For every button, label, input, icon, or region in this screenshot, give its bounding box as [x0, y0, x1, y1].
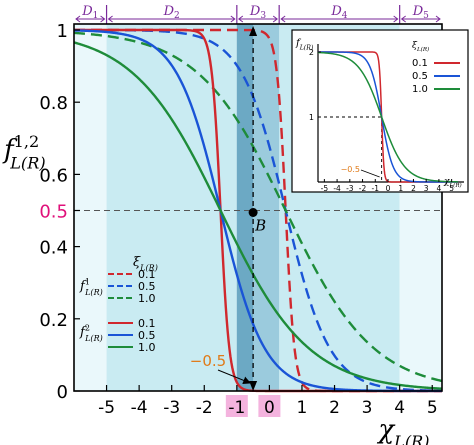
- legend-header: ξL(R): [133, 255, 158, 273]
- x-tick-label: 0: [264, 398, 275, 418]
- inset-x-tick-label: -1: [372, 184, 380, 193]
- point-b: [248, 208, 258, 217]
- inset-legend-value: 0.1: [412, 58, 428, 69]
- x-tick-label: 1: [297, 398, 308, 418]
- inset-y-axis-label: fL(R): [295, 38, 314, 52]
- y-tick-label: 0.6: [39, 165, 68, 186]
- legend-value: 0.1: [138, 317, 156, 330]
- region-bracket-ends-d1: [75, 15, 106, 23]
- inset-arrow: [360, 169, 380, 178]
- y-tick-label: 0: [57, 382, 68, 403]
- legend-value: 1.0: [138, 292, 156, 305]
- y-tick-label: 0.4: [39, 238, 68, 259]
- vertical-guide-arrowhead-top: [249, 26, 258, 36]
- x-tick-label: 2: [329, 398, 340, 418]
- region-label-d5: D5: [412, 4, 429, 21]
- x-tick-label: -1: [228, 398, 245, 418]
- inset-series-xi-0-5: [318, 51, 458, 183]
- legend-value: 1.0: [138, 341, 156, 354]
- inset-x-tick-label: -5: [321, 184, 329, 193]
- inset-x-tick-label: 5: [449, 184, 454, 193]
- inset-y-tick-label: 1: [309, 113, 314, 122]
- x-tick-label: -4: [131, 398, 148, 418]
- inset-x-tick-label: -4: [333, 184, 341, 193]
- inset-x-tick-label: 3: [424, 184, 429, 193]
- inset-x-axis-label: χL(R): [443, 177, 462, 189]
- x-tick-highlight: [225, 395, 248, 417]
- inset-x-tick-label: -2: [359, 184, 367, 193]
- inset-legend-value: 0.5: [412, 71, 428, 82]
- region-bracket-ends-d5: [400, 15, 441, 23]
- x-axis-label: χL(R): [376, 415, 429, 445]
- y-axis-label: f1,2 L(R): [2, 132, 46, 172]
- x-tick-label: 3: [362, 398, 373, 418]
- inset-legend-value: 1.0: [412, 84, 428, 95]
- x-tick-highlight: [258, 395, 281, 417]
- y-tick-label: 0.5: [39, 202, 68, 223]
- inset-x-tick-label: 2: [411, 184, 416, 193]
- y-tick-label: 1: [57, 21, 68, 42]
- legend-value: 0.5: [138, 280, 156, 293]
- point-b-label: B: [254, 217, 266, 235]
- x-tick-label: -5: [98, 398, 115, 418]
- region-d2: [106, 24, 237, 391]
- inset-legend-header: ξL(R): [412, 41, 429, 53]
- region-label-d4: D4: [330, 4, 347, 21]
- inset-y-tick-label: 2: [309, 48, 314, 57]
- inset-x-tick-label: 1: [398, 184, 403, 193]
- plot-frame: [73, 23, 443, 392]
- y-tick-label: 0.2: [39, 310, 68, 331]
- region-label-d2: D2: [163, 4, 180, 21]
- legend-value: 0.5: [138, 329, 156, 342]
- inset-plot: -5 -4 -3 -2 -1 0 1 2 3 4 512fL(R)χL(R)−0.5ξL(R)0.1…: [291, 29, 469, 193]
- x-tick-label: -2: [196, 398, 213, 418]
- region-d3-right: [253, 24, 280, 391]
- series-f2-xi-1: [73, 41, 443, 390]
- x-tick-label: -3: [163, 398, 180, 418]
- y-tick-label: 0.8: [39, 93, 68, 114]
- region-label-d3: D3: [249, 4, 266, 21]
- vertical-guide-arrowhead-bottom: [249, 381, 258, 391]
- legend-group2-label: f2 L(R): [79, 324, 103, 344]
- x-tick-label: 4: [394, 398, 405, 418]
- inset-x-tick-label: 0: [386, 184, 391, 193]
- region-bracket-ends-d3: [237, 15, 279, 23]
- region-d1: [74, 24, 107, 391]
- legend-group1-label: f1 L(R): [79, 278, 103, 298]
- region-bracket-ends-d2: [107, 15, 236, 23]
- x-tick-label: 5: [427, 398, 438, 418]
- inset-arrow-label: −0.5: [341, 165, 360, 174]
- inset-x-tick-label: 4: [437, 184, 442, 193]
- legend-value: 0.1: [138, 268, 156, 281]
- inset-series-xi-1: [317, 51, 458, 183]
- annotation-arrow: [217, 369, 252, 385]
- annotation-arrow-label: −0.5: [190, 352, 226, 370]
- region-d3-core: [236, 24, 254, 391]
- region-label-d1: D1: [81, 4, 98, 21]
- region-bracket-ends-d4: [280, 15, 399, 23]
- inset-x-tick-label: -3: [346, 184, 354, 193]
